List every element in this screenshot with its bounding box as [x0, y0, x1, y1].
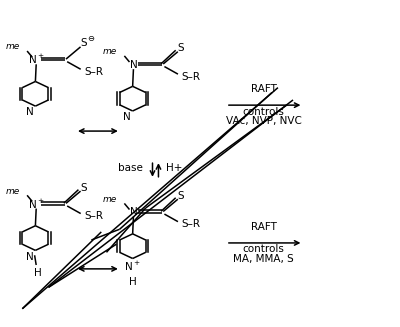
Text: controls: controls: [243, 244, 284, 254]
Text: H: H: [129, 277, 136, 287]
Text: RAFT: RAFT: [251, 84, 276, 94]
Text: N: N: [26, 107, 34, 117]
Text: S: S: [177, 43, 184, 53]
Text: $\ominus$: $\ominus$: [87, 34, 96, 43]
Text: $\mathregular{N^+}$: $\mathregular{N^+}$: [28, 198, 44, 211]
Text: RAFT: RAFT: [251, 222, 276, 232]
Text: base: base: [118, 164, 142, 173]
Text: S: S: [177, 191, 184, 201]
Text: me: me: [5, 187, 20, 196]
Text: S–R: S–R: [84, 211, 103, 221]
Text: $\mathregular{N^+}$: $\mathregular{N^+}$: [28, 53, 44, 66]
Text: H+: H+: [166, 164, 183, 173]
Text: VAc, NVP, NVC: VAc, NVP, NVC: [226, 116, 302, 126]
Text: me: me: [5, 42, 20, 51]
Text: S: S: [80, 38, 87, 48]
Text: S–R: S–R: [84, 67, 103, 77]
Text: S–R: S–R: [181, 219, 200, 229]
Text: S–R: S–R: [181, 72, 200, 82]
Text: N: N: [130, 207, 137, 217]
Text: H: H: [34, 268, 41, 278]
Text: MA, MMA, S: MA, MMA, S: [233, 254, 294, 264]
Text: controls: controls: [243, 107, 284, 117]
Text: N: N: [130, 60, 137, 70]
Text: N: N: [123, 112, 131, 122]
Text: $\mathregular{N^+}$: $\mathregular{N^+}$: [124, 260, 141, 273]
Text: S: S: [80, 182, 87, 193]
Text: me: me: [102, 47, 117, 56]
Text: N: N: [26, 252, 34, 262]
Text: me: me: [102, 195, 117, 204]
